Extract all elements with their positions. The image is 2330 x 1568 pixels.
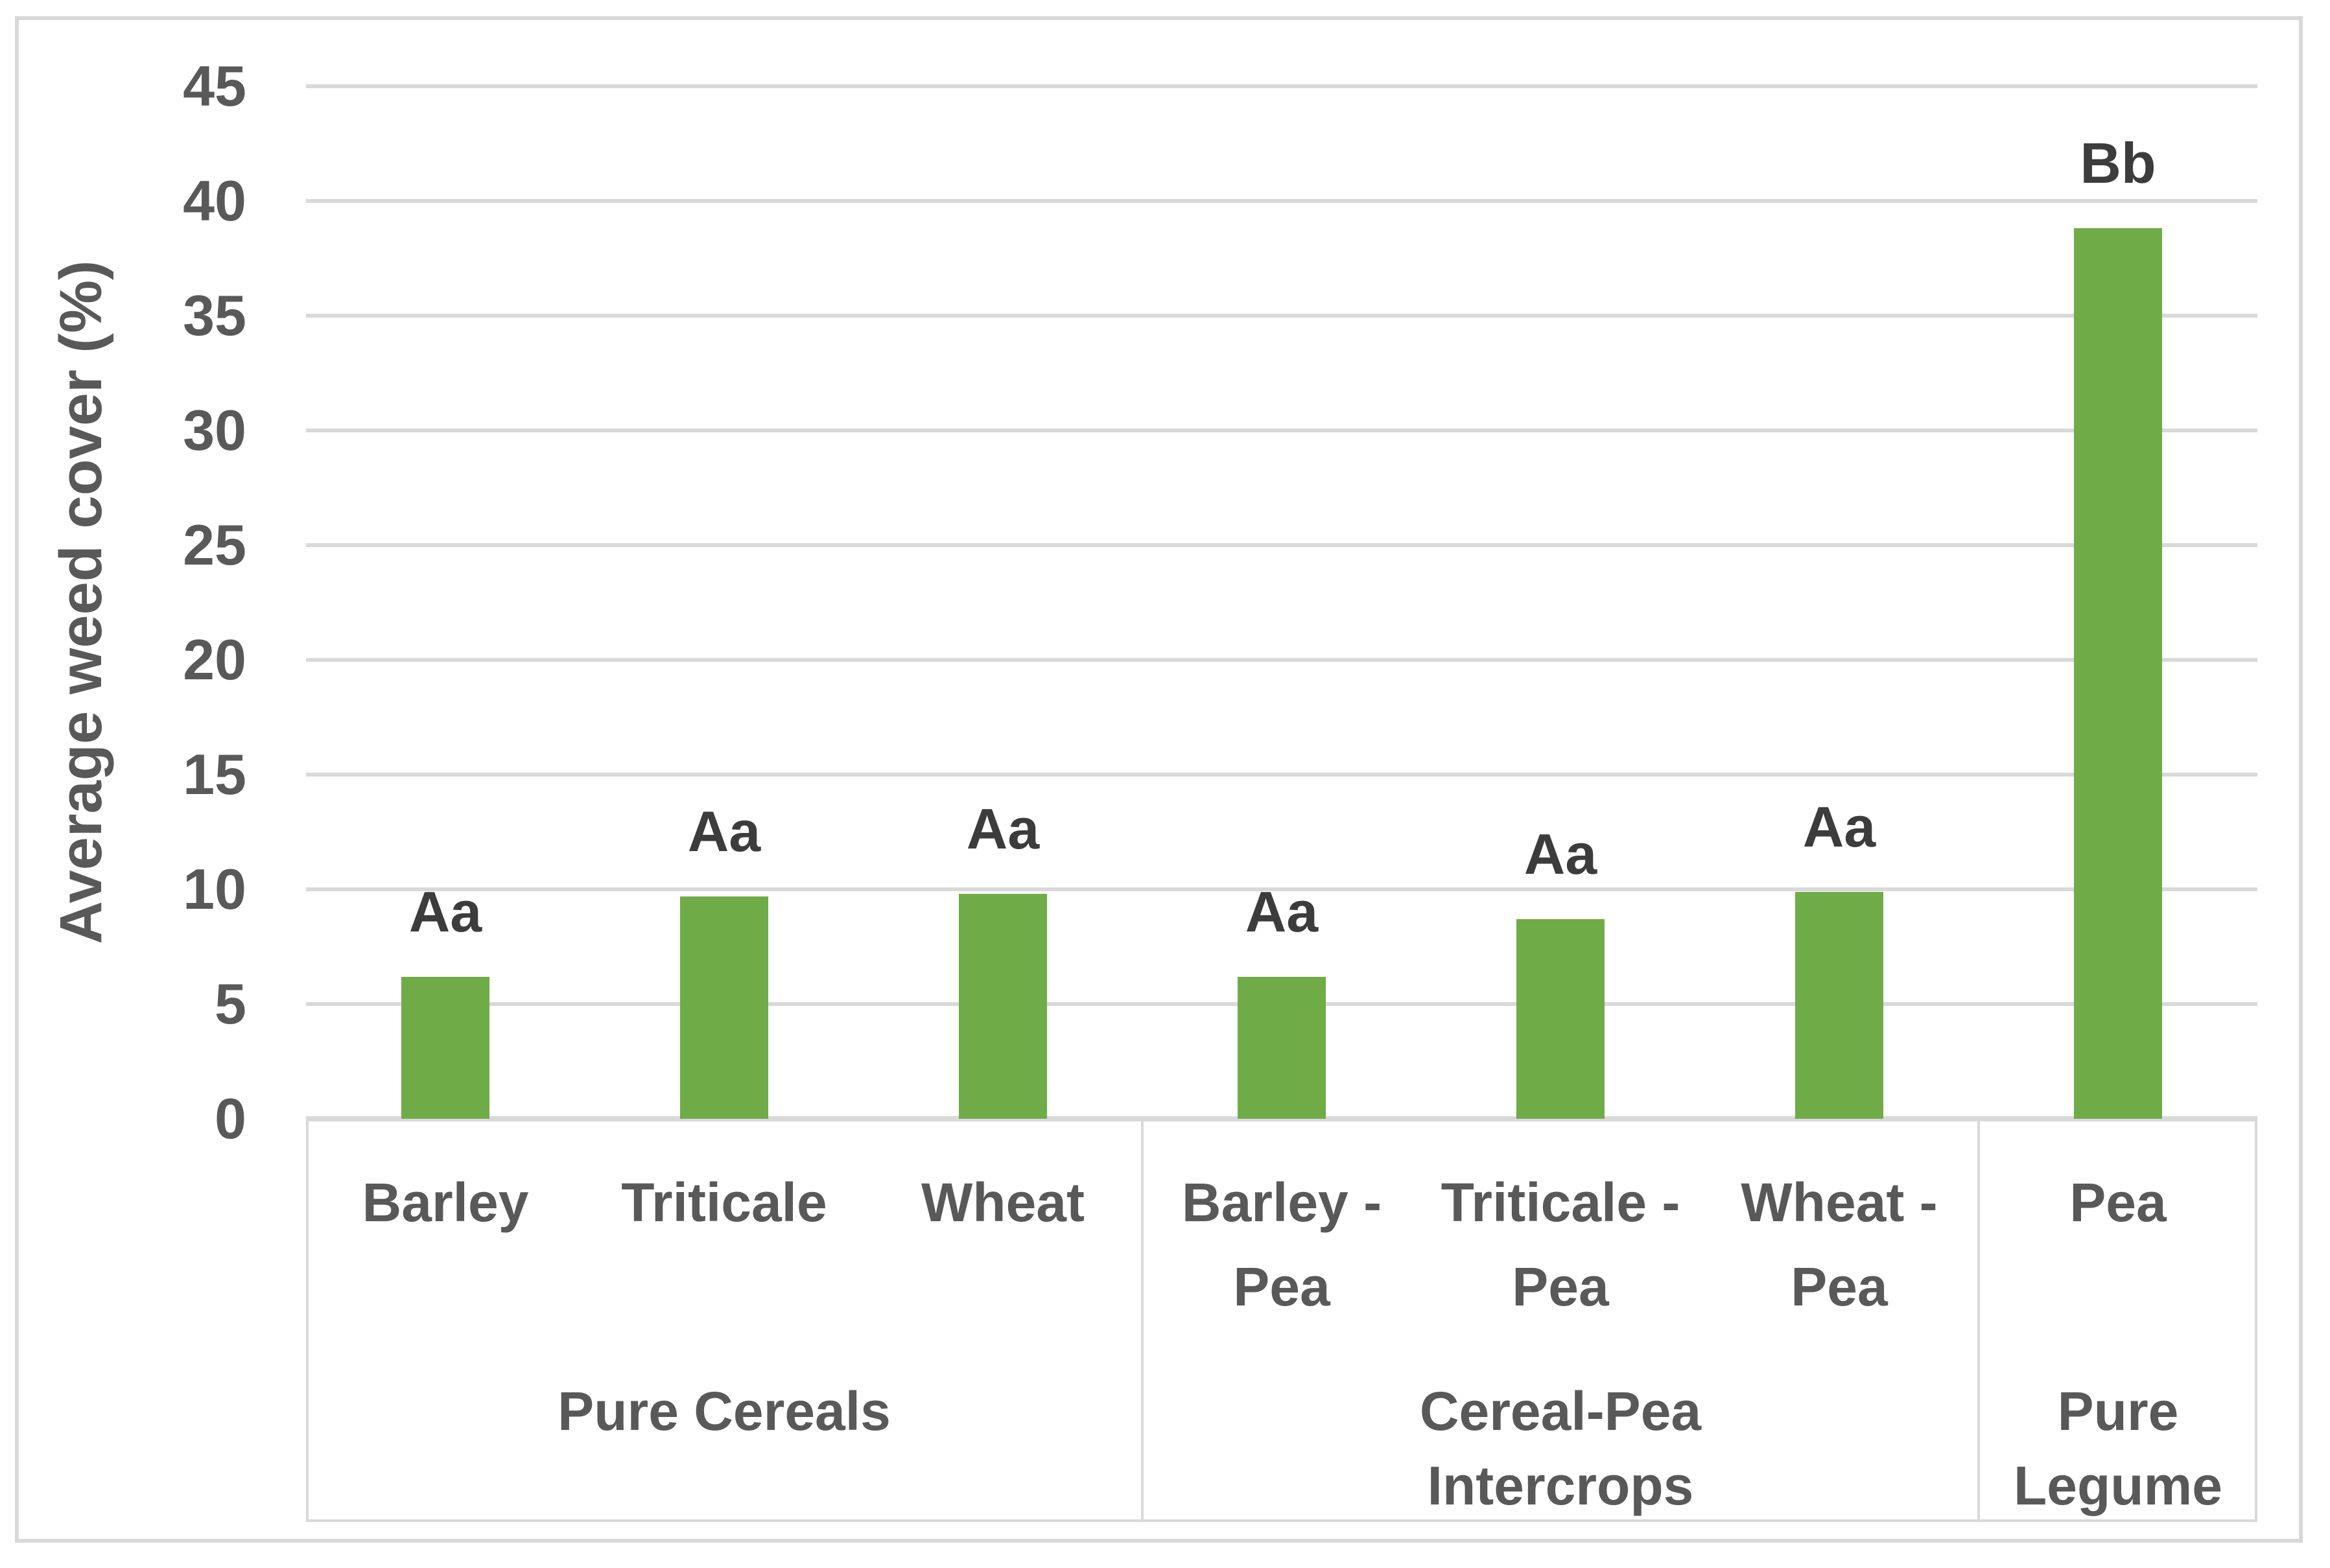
x-axis-line bbox=[306, 1116, 2257, 1121]
group-label-line: Pure Cereals bbox=[558, 1381, 891, 1442]
category-label-line: Pea bbox=[2069, 1172, 2167, 1233]
significance-label: Aa bbox=[1245, 879, 1319, 944]
y-tick-label-25: 25 bbox=[183, 513, 246, 577]
category-label: Barley bbox=[306, 1160, 585, 1245]
category-label: Wheat - Pea bbox=[1700, 1160, 1979, 1329]
bar-triticale-pea bbox=[1516, 919, 1605, 1119]
y-tick-label-5: 5 bbox=[215, 972, 246, 1036]
y-tick-label-15: 15 bbox=[183, 742, 246, 806]
category-label-line: Pea bbox=[1512, 1256, 1609, 1317]
significance-label: Aa bbox=[408, 879, 482, 944]
group-label-line: Legume bbox=[2013, 1455, 2223, 1516]
group-label-line: Intercrops bbox=[1427, 1455, 1694, 1516]
y-tick-label-10: 10 bbox=[183, 857, 246, 921]
category-label: Wheat bbox=[864, 1160, 1142, 1245]
category-label-line: Pea bbox=[1233, 1256, 1330, 1317]
category-label-line: Barley - bbox=[1181, 1172, 1382, 1233]
significance-label: Aa bbox=[1524, 822, 1597, 887]
group-label-line: Cereal-Pea bbox=[1419, 1381, 1702, 1442]
bar-wheat bbox=[959, 894, 1047, 1119]
category-label: Triticale - Pea bbox=[1421, 1160, 1700, 1329]
group-separator bbox=[1141, 1119, 1144, 1522]
category-label: Barley - Pea bbox=[1142, 1160, 1421, 1329]
bar-triticale bbox=[680, 896, 768, 1119]
significance-label: Aa bbox=[966, 797, 1040, 861]
gridline-15 bbox=[306, 773, 2257, 777]
category-label-line: Wheat bbox=[921, 1172, 1085, 1233]
bar-pea bbox=[2074, 228, 2162, 1119]
gridline-25 bbox=[306, 543, 2257, 547]
y-axis-title: Average weed cover (%) bbox=[48, 260, 114, 944]
category-label: Pea bbox=[1979, 1160, 2257, 1245]
bar-wheat-pea bbox=[1795, 891, 1883, 1119]
category-label-line: Pea bbox=[1791, 1256, 1888, 1317]
gridline-40 bbox=[306, 199, 2257, 203]
category-label: Triticale bbox=[585, 1160, 864, 1245]
bar-barley bbox=[401, 976, 489, 1119]
category-label-line: Triticale bbox=[621, 1172, 827, 1233]
y-tick-label-35: 35 bbox=[183, 283, 246, 347]
y-tick-label-40: 40 bbox=[183, 169, 246, 233]
y-tick-label-45: 45 bbox=[183, 54, 246, 118]
group-separator bbox=[1977, 1119, 1980, 1522]
group-label: Cereal-Pea Intercrops bbox=[1142, 1374, 1979, 1523]
y-tick-label-0: 0 bbox=[215, 1086, 246, 1151]
group-label: Pure Cereals bbox=[306, 1374, 1142, 1449]
category-axis-band bbox=[306, 1119, 2257, 1522]
category-label-line: Barley bbox=[362, 1172, 529, 1233]
category-label-line: Wheat - bbox=[1741, 1172, 1938, 1233]
group-label-line: Pure bbox=[2057, 1381, 2179, 1442]
significance-label: Aa bbox=[687, 799, 761, 863]
significance-label: Bb bbox=[2080, 131, 2156, 196]
gridline-30 bbox=[306, 428, 2257, 432]
gridline-45 bbox=[306, 84, 2257, 88]
bar-barley-pea bbox=[1238, 976, 1326, 1119]
significance-label: Aa bbox=[1802, 794, 1876, 859]
chart-border bbox=[15, 16, 2303, 1543]
gridline-35 bbox=[306, 314, 2257, 318]
group-label: Pure Legume bbox=[1979, 1374, 2257, 1523]
y-tick-label-20: 20 bbox=[183, 627, 246, 692]
category-label-line: Triticale - bbox=[1441, 1172, 1680, 1233]
gridline-20 bbox=[306, 658, 2257, 662]
y-tick-label-30: 30 bbox=[183, 398, 246, 462]
gridline-10 bbox=[306, 887, 2257, 891]
